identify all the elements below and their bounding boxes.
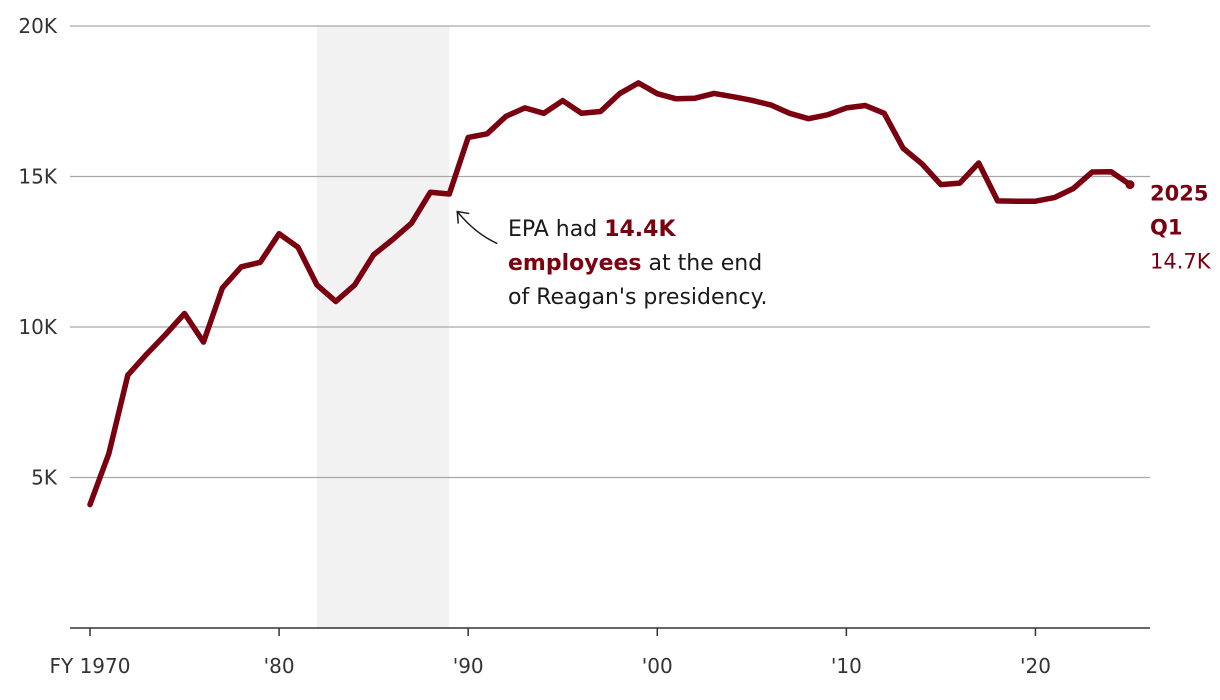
x-tick-label-2020: '20 bbox=[1020, 654, 1051, 678]
x-tick-label-2010: '10 bbox=[831, 654, 862, 678]
series-end-dot bbox=[1125, 180, 1135, 190]
annotation: EPA had 14.4K employees at the end of Re… bbox=[456, 210, 767, 310]
y-tick-label-10k: 10K bbox=[18, 315, 57, 339]
series-line-epa-employees bbox=[87, 80, 1133, 508]
annotation-highlight-word: employees bbox=[508, 251, 642, 276]
annotation-line-2: employees at the end bbox=[508, 251, 762, 276]
x-tick-label-2000: '00 bbox=[642, 654, 673, 678]
end-label: 2025 Q1 14.7K bbox=[1150, 182, 1212, 274]
end-label-year: 2025 bbox=[1150, 182, 1208, 206]
annotation-highlight-value: 14.4K bbox=[604, 217, 676, 242]
gridlines bbox=[70, 25, 1150, 479]
annotation-line-3: of Reagan's presidency. bbox=[508, 285, 767, 310]
end-label-quarter: Q1 bbox=[1150, 216, 1182, 240]
y-tick-label-15k: 15K bbox=[18, 165, 57, 189]
y-tick-label-5k: 5K bbox=[31, 466, 58, 490]
annotation-line-1: EPA had 14.4K bbox=[508, 217, 676, 242]
x-tick-label-1990: '90 bbox=[453, 654, 484, 678]
annotation-arrow bbox=[456, 211, 498, 245]
x-tick-label-1970: FY 1970 bbox=[50, 654, 131, 678]
x-tick-label-1980: '80 bbox=[264, 654, 295, 678]
y-tick-label-20k: 20K bbox=[18, 14, 57, 38]
x-axis-ticks: FY 1970 '80 '90 '00 '10 '20 bbox=[50, 628, 1051, 678]
end-label-value: 14.7K bbox=[1150, 250, 1212, 274]
y-axis-ticks: 5K 10K 15K 20K bbox=[18, 14, 57, 490]
annotation-arrowhead bbox=[456, 210, 470, 224]
